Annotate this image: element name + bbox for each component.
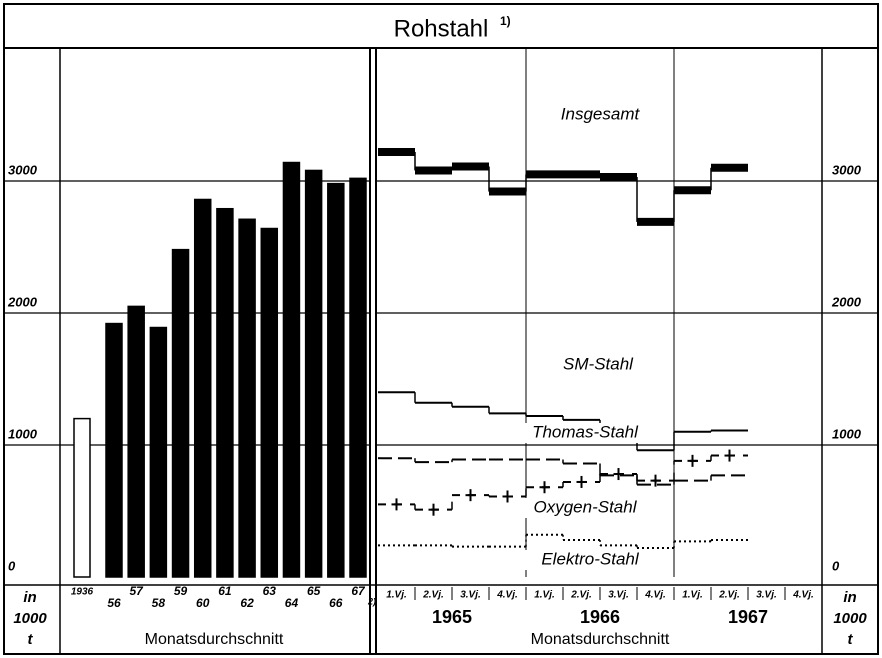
series-label: Oxygen-Stahl <box>534 497 638 516</box>
bar <box>282 161 301 578</box>
bar <box>193 198 212 578</box>
title-note: 1) <box>500 14 511 28</box>
x-tick-label: 60 <box>196 596 210 610</box>
unit-label: in <box>23 589 36 606</box>
label-bg <box>517 498 653 518</box>
x-tick-label: 56 <box>107 596 121 610</box>
x-tick-label: 3.Vj. <box>460 590 481 601</box>
x-tick-label: 2.Vj. <box>570 590 592 601</box>
x-tick-label: 4.Vj. <box>644 590 666 601</box>
series-label: Elektro-Stahl <box>541 549 640 568</box>
x-tick-label: 4.Vj. <box>792 590 814 601</box>
unit-label: t <box>848 631 854 648</box>
bar <box>149 326 168 578</box>
footnote-mark: 2) <box>367 596 376 606</box>
x-tick-label: 57 <box>130 584 145 598</box>
x-axis-label: Monatsdurchschnitt <box>145 631 284 648</box>
unit-label: 1000 <box>13 610 47 627</box>
bar <box>304 169 323 578</box>
bar <box>238 218 256 578</box>
x-tick-label: 64 <box>285 596 299 610</box>
x-tick-label: 1.Vj. <box>386 590 407 601</box>
x-tick-label: 61 <box>218 584 232 598</box>
bar <box>73 417 91 578</box>
label-bg <box>522 550 658 570</box>
x-group-label: 1967 <box>728 607 768 627</box>
x-tick-label: 1.Vj. <box>534 590 555 601</box>
label-bg <box>517 423 653 443</box>
y-tick-label: 1000 <box>832 426 862 441</box>
x-tick-label: 3.Vj. <box>608 590 629 601</box>
label-bg <box>530 355 666 375</box>
x-tick-label: 3.Vj. <box>756 590 777 601</box>
bar <box>127 305 145 578</box>
y-tick-label: 0 <box>8 558 16 573</box>
x-tick-label: 59 <box>174 584 188 598</box>
x-tick-label: 1.Vj. <box>682 590 703 601</box>
y-tick-label: 1000 <box>8 426 38 441</box>
frame <box>3 3 879 655</box>
unit-label: 1000 <box>833 610 867 627</box>
bar <box>327 182 345 578</box>
bar <box>105 322 123 578</box>
x-tick-label: 2.Vj. <box>718 590 740 601</box>
x-tick-label: 66 <box>329 596 343 610</box>
unit-label: in <box>843 589 856 606</box>
x-tick-label: 1936 <box>71 587 94 598</box>
series-label: Thomas-Stahl <box>532 422 639 441</box>
series-label: SM-Stahl <box>563 354 634 373</box>
x-axis-label: Monatsdurchschnitt <box>531 631 670 648</box>
x-tick-label: 58 <box>152 596 166 610</box>
x-group-label: 1965 <box>432 607 472 627</box>
label-bg <box>532 105 668 125</box>
y-tick-label: 2000 <box>831 294 862 309</box>
bar <box>171 248 190 578</box>
y-tick-label: 2000 <box>7 294 38 309</box>
x-tick-label: 67 <box>351 584 366 598</box>
bar <box>349 177 367 578</box>
x-group-label: 1966 <box>580 607 620 627</box>
y-tick-label: 3000 <box>832 162 862 177</box>
y-tick-label: 0 <box>832 558 840 573</box>
x-tick-label: 4.Vj. <box>496 590 518 601</box>
bar <box>216 207 234 578</box>
chart-title: Rohstahl <box>394 15 489 42</box>
bar <box>260 227 279 578</box>
x-tick-label: 2.Vj. <box>422 590 444 601</box>
x-tick-label: 62 <box>240 596 254 610</box>
x-tick-label: 63 <box>263 584 277 598</box>
x-tick-label: 65 <box>307 584 321 598</box>
y-tick-label: 3000 <box>8 162 38 177</box>
series-label: Insgesamt <box>561 104 641 123</box>
unit-label: t <box>28 631 34 648</box>
